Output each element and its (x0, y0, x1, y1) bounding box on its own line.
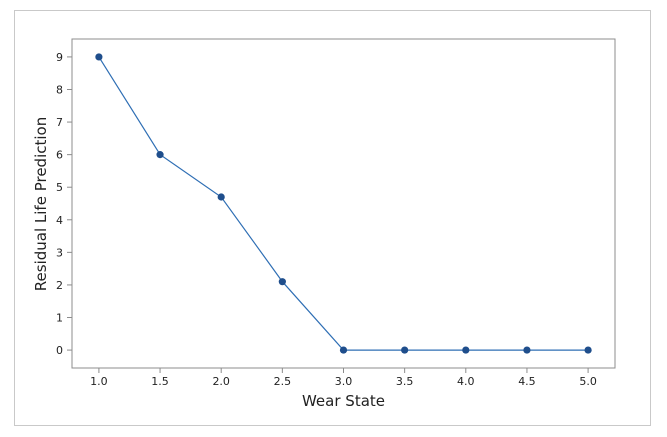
series-layer (95, 53, 592, 354)
x-axis-ticks: 1.0 1.5 2.0 2.5 3.0 3.5 4.0 4.5 5.0 (90, 368, 597, 388)
y-axis-title: Residual Life Prediction (32, 117, 50, 291)
data-point (584, 346, 592, 354)
x-tick-label: 4.0 (457, 375, 475, 388)
y-tick-label: 5 (56, 181, 63, 194)
data-point (95, 53, 103, 61)
y-tick-label: 1 (56, 312, 63, 325)
x-tick-label: 5.0 (579, 375, 597, 388)
x-tick-label: 1.0 (90, 375, 108, 388)
y-tick-label: 8 (56, 83, 63, 96)
x-tick-label: 2.5 (274, 375, 292, 388)
data-point (523, 346, 531, 354)
x-tick-label: 3.5 (396, 375, 414, 388)
plot-area (71, 38, 616, 369)
x-tick-label: 4.5 (518, 375, 536, 388)
y-tick-label: 9 (56, 51, 63, 64)
y-tick-label: 0 (56, 344, 63, 357)
y-tick-label: 7 (56, 116, 63, 129)
y-tick-label: 2 (56, 279, 63, 292)
data-point (462, 346, 470, 354)
x-tick-label: 3.0 (335, 375, 353, 388)
y-axis-ticks: 0 1 2 3 4 5 6 7 8 9 (56, 51, 72, 357)
x-tick-label: 1.5 (151, 375, 169, 388)
data-point (156, 151, 164, 159)
data-point (217, 193, 225, 201)
x-axis-title: Wear State (302, 392, 385, 410)
x-tick-label: 2.0 (212, 375, 230, 388)
y-tick-label: 6 (56, 149, 63, 162)
y-tick-label: 3 (56, 246, 63, 259)
y-tick-label: 4 (56, 214, 63, 227)
data-point (339, 346, 348, 354)
data-point (278, 278, 286, 286)
data-point (401, 346, 409, 354)
